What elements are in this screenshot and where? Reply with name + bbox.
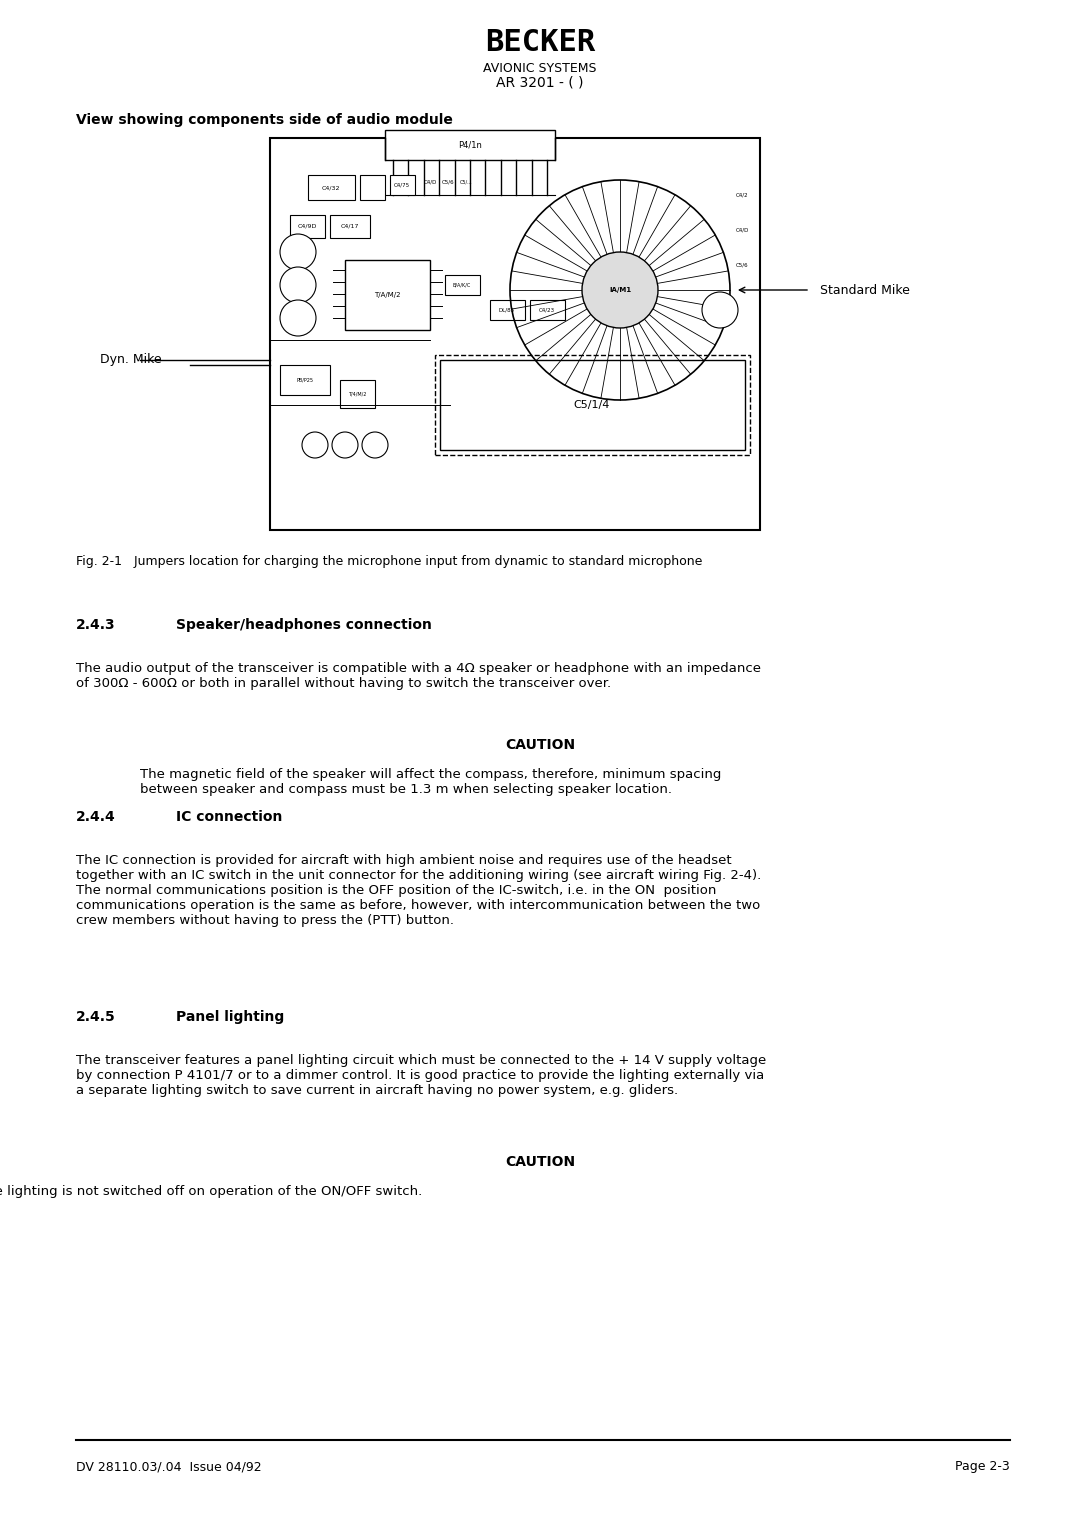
- Text: The audio output of the transceiver is compatible with a 4Ω speaker or headphone: The audio output of the transceiver is c…: [76, 662, 761, 689]
- Text: Dyn. Mike: Dyn. Mike: [100, 354, 162, 366]
- Bar: [330, 215, 370, 238]
- Text: C4/D: C4/D: [735, 227, 748, 232]
- Circle shape: [302, 432, 328, 457]
- Text: T/4/M/2: T/4/M/2: [348, 392, 366, 396]
- Bar: [384, 130, 555, 160]
- Text: P4/1n: P4/1n: [458, 140, 482, 149]
- Bar: [280, 364, 330, 395]
- Text: Panel lighting: Panel lighting: [176, 1010, 284, 1023]
- Text: C5/...: C5/...: [460, 180, 472, 185]
- Text: C4/75: C4/75: [394, 183, 410, 188]
- Circle shape: [280, 233, 316, 270]
- Text: AVIONIC SYSTEMS: AVIONIC SYSTEMS: [483, 63, 597, 75]
- Text: DV 28110.03/.04  Issue 04/92: DV 28110.03/.04 Issue 04/92: [76, 1459, 261, 1473]
- Bar: [345, 259, 430, 329]
- Bar: [340, 380, 375, 409]
- Text: T/A/M/2: T/A/M/2: [375, 291, 401, 297]
- Text: 2.4.5: 2.4.5: [76, 1010, 116, 1023]
- Bar: [445, 274, 480, 294]
- Text: C4/2: C4/2: [735, 192, 748, 198]
- Bar: [490, 300, 525, 320]
- Text: C4/32: C4/32: [322, 186, 340, 191]
- Circle shape: [280, 267, 316, 303]
- Text: C4/23: C4/23: [539, 308, 555, 313]
- Circle shape: [582, 252, 658, 328]
- Text: View showing components side of audio module: View showing components side of audio mo…: [76, 113, 453, 127]
- Text: C5/6: C5/6: [442, 180, 455, 185]
- Text: The transceiver features a panel lighting circuit which must be connected to the: The transceiver features a panel lightin…: [76, 1054, 766, 1096]
- Bar: [440, 360, 745, 450]
- Circle shape: [280, 300, 316, 336]
- Bar: [390, 175, 415, 195]
- Text: CAUTION: CAUTION: [505, 738, 575, 752]
- Text: The magnetic field of the speaker will affect the compass, therefore, minimum sp: The magnetic field of the speaker will a…: [140, 769, 721, 796]
- Bar: [530, 300, 565, 320]
- Text: Page 2-3: Page 2-3: [955, 1459, 1010, 1473]
- Text: C5/6: C5/6: [735, 262, 748, 267]
- Text: Standard Mike: Standard Mike: [820, 284, 909, 296]
- Text: C5/1/4: C5/1/4: [573, 400, 610, 410]
- Text: The IC connection is provided for aircraft with high ambient noise and requires : The IC connection is provided for aircra…: [76, 854, 761, 927]
- Circle shape: [332, 432, 357, 457]
- Bar: [270, 137, 760, 531]
- Text: AR 3201 - ( ): AR 3201 - ( ): [496, 76, 584, 90]
- Text: C4/9D: C4/9D: [297, 224, 316, 229]
- Circle shape: [702, 291, 738, 328]
- Bar: [435, 355, 750, 454]
- Bar: [308, 175, 355, 200]
- Bar: [360, 175, 384, 200]
- Circle shape: [362, 432, 388, 457]
- Text: IA/M1: IA/M1: [609, 287, 631, 293]
- Text: 2.4.3: 2.4.3: [76, 618, 116, 631]
- Text: BECKER: BECKER: [485, 27, 595, 56]
- Text: C4/17: C4/17: [341, 224, 360, 229]
- Text: Speaker/headphones connection: Speaker/headphones connection: [176, 618, 432, 631]
- Text: C4/D: C4/D: [423, 180, 436, 185]
- Text: B/A/K/C: B/A/K/C: [453, 282, 471, 288]
- Text: 2.4.4: 2.4.4: [76, 810, 116, 824]
- Text: DL/85: DL/85: [499, 308, 515, 313]
- Text: IC connection: IC connection: [176, 810, 282, 824]
- Text: PB/P25: PB/P25: [297, 378, 313, 383]
- Bar: [291, 215, 325, 238]
- Text: CAUTION: CAUTION: [505, 1154, 575, 1170]
- Text: Fig. 2-1   Jumpers location for charging the microphone input from dynamic to st: Fig. 2-1 Jumpers location for charging t…: [76, 555, 702, 567]
- Text: The lighting is not switched off on operation of the ON/OFF switch.: The lighting is not switched off on oper…: [0, 1185, 422, 1199]
